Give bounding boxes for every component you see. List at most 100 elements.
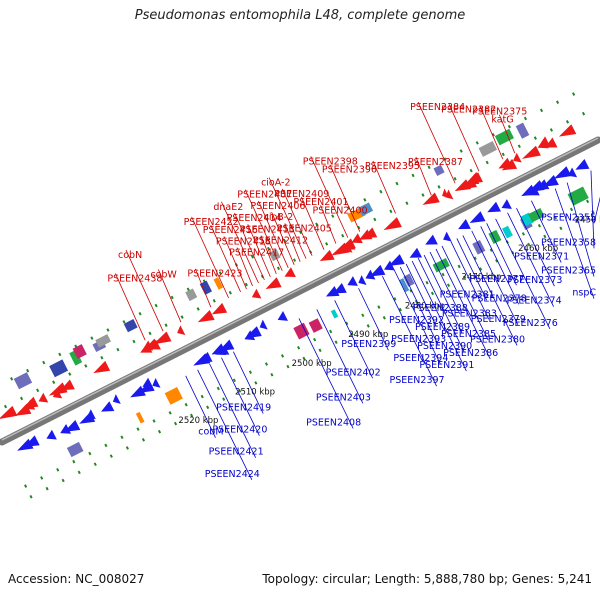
gene-label[interactable]: PSEEN2393 — [391, 334, 446, 345]
gene-label[interactable]: PSEEN2373 — [507, 275, 562, 286]
feature-block — [95, 334, 112, 348]
label-leader-line — [209, 363, 256, 458]
gene-label[interactable]: PSEEN2409 — [274, 189, 329, 200]
gene-label[interactable]: PSEEN2418 — [216, 236, 271, 247]
gene-label[interactable]: PSEEN2385 — [441, 329, 496, 340]
gene-label[interactable]: PSEEN2394 — [393, 353, 448, 364]
feature-block — [399, 278, 410, 293]
gene-label[interactable]: PSEEN2379 — [471, 314, 526, 325]
gene-label[interactable]: PSEEN2405 — [277, 223, 332, 234]
label-leader-line — [417, 101, 456, 184]
forward-gene-arrow — [553, 166, 572, 179]
gene-label[interactable]: PSEEN2412 — [253, 236, 308, 247]
gene-label[interactable]: PSEEN2400 — [313, 205, 368, 216]
label-leader-line — [125, 249, 164, 332]
gene-label[interactable]: PSEEN2386 — [443, 348, 498, 359]
gene-label[interactable]: PSEEN2413 — [240, 224, 295, 235]
label-leader-line — [479, 106, 504, 160]
gene-label[interactable]: PSEEN2384 — [410, 102, 465, 113]
label-leader-line — [417, 257, 465, 353]
forward-gene-arrow — [200, 351, 213, 362]
forward-gene-arrow — [211, 343, 227, 355]
feature-block — [488, 229, 502, 244]
gene-label[interactable]: PSEEN2375 — [472, 106, 527, 117]
gene-label[interactable]: PSEEN2391 — [419, 360, 474, 371]
gene-label[interactable]: PSEEN2377 — [469, 274, 524, 285]
gene-label[interactable]: PSEEN2417 — [229, 248, 284, 259]
label-leader-line — [507, 212, 554, 307]
gene-label[interactable]: PSEEN2392 — [389, 315, 444, 326]
forward-gene-arrow — [112, 394, 121, 404]
gene-label[interactable]: PSEEN2438 — [107, 273, 162, 284]
gene-label[interactable]: cioA-2 — [261, 178, 290, 189]
gene-label[interactable]: PSEEN2390 — [417, 341, 472, 352]
feature-block — [308, 318, 323, 333]
forward-gene-arrow — [347, 276, 358, 286]
gene-label[interactable]: PSEEN2399 — [341, 339, 396, 350]
gene-label[interactable]: nspC — [572, 288, 596, 299]
gene-label[interactable]: PSEEN2398 — [303, 156, 358, 167]
gene-label[interactable]: cobM — [198, 427, 223, 438]
gene-label[interactable]: PSEEN2382 — [441, 104, 496, 115]
gene-label[interactable]: PSEEN2402 — [326, 367, 381, 378]
gene-label[interactable]: PSEEN2422 — [184, 217, 239, 228]
gene-label[interactable]: PSEEN2396 — [322, 165, 377, 176]
gene-label[interactable]: PSEEN2401 — [293, 197, 348, 208]
gene-label[interactable]: PSEEN2381 — [440, 289, 495, 300]
reverse-gene-arrow — [383, 217, 402, 231]
gene-label[interactable]: cioB-2 — [264, 212, 294, 223]
gene-label[interactable]: PSEEN2406 — [250, 201, 305, 212]
gene-label[interactable]: katG — [491, 115, 513, 126]
feature-block — [515, 122, 530, 139]
tick-label: 2510 kbp — [235, 387, 275, 397]
label-leader-line — [244, 189, 283, 271]
gene-label[interactable]: PSEEN2403 — [316, 392, 371, 403]
gene-label[interactable]: PSEEN2378 — [472, 293, 527, 304]
gene-label[interactable]: PSEEN2407 — [237, 190, 292, 201]
feature-block — [330, 309, 339, 319]
feature-block — [49, 359, 69, 378]
gene-label[interactable]: cobN — [118, 250, 142, 261]
gene-label[interactable]: PSEEN2414 — [227, 213, 282, 224]
reverse-gene-arrow — [284, 267, 296, 278]
reverse-gene-arrow — [177, 325, 186, 336]
forward-gene-arrow — [152, 377, 161, 388]
gene-label[interactable]: PSEEN2388 — [413, 303, 468, 314]
forward-gene-arrow — [369, 264, 386, 277]
label-leader-line — [197, 369, 253, 481]
gene-label[interactable]: PSEEN2387 — [408, 157, 463, 168]
feature-block — [69, 349, 83, 366]
label-leader-line — [115, 273, 146, 341]
gene-label[interactable]: dnaE2 — [213, 202, 243, 213]
gene-label[interactable]: PSEEN2416 — [203, 225, 258, 236]
gene-label[interactable]: PSEEN2395 — [365, 161, 420, 172]
gene-label[interactable]: PSEEN2371 — [514, 252, 569, 263]
gene-label[interactable]: PSEEN2397 — [390, 375, 445, 386]
gene-label[interactable]: PSEEN2408 — [306, 417, 361, 428]
gene-label[interactable]: PSEEN2424 — [205, 469, 260, 480]
label-leader-line — [399, 266, 439, 346]
reverse-gene-arrow — [265, 277, 282, 290]
label-leader-line — [554, 188, 595, 299]
gene-label[interactable]: PSEEN2419 — [216, 403, 271, 414]
reverse-gene-arrow — [498, 157, 513, 169]
label-leader-line — [423, 254, 463, 334]
reverse-gene-arrow — [422, 192, 440, 205]
gene-label[interactable]: PSEEN2389 — [415, 322, 470, 333]
gene-label[interactable]: PSEEN2376 — [503, 318, 558, 329]
gene-label[interactable]: PSEEN2365 — [541, 266, 596, 277]
gene-label[interactable]: PSEEN2380 — [470, 334, 525, 345]
gene-label[interactable]: PSEEN2421 — [209, 447, 264, 458]
gene-label[interactable]: PSEEN2420 — [212, 425, 267, 436]
forward-gene-arrow — [409, 247, 423, 258]
gene-label[interactable]: PSEEN2374 — [507, 296, 562, 307]
feature-block — [528, 207, 545, 223]
gene-label[interactable]: PSEEN2355 — [541, 212, 596, 223]
gene-label[interactable]: PSEEN2383 — [442, 308, 497, 319]
reverse-gene-arrow — [351, 233, 363, 244]
gene-label[interactable]: cobW — [150, 270, 177, 281]
label-leader-line — [462, 235, 518, 346]
reverse-gene-arrow — [362, 227, 378, 239]
gene-label[interactable]: PSEEN2423 — [187, 269, 242, 280]
gene-label[interactable]: PSEEN2358 — [541, 237, 596, 248]
